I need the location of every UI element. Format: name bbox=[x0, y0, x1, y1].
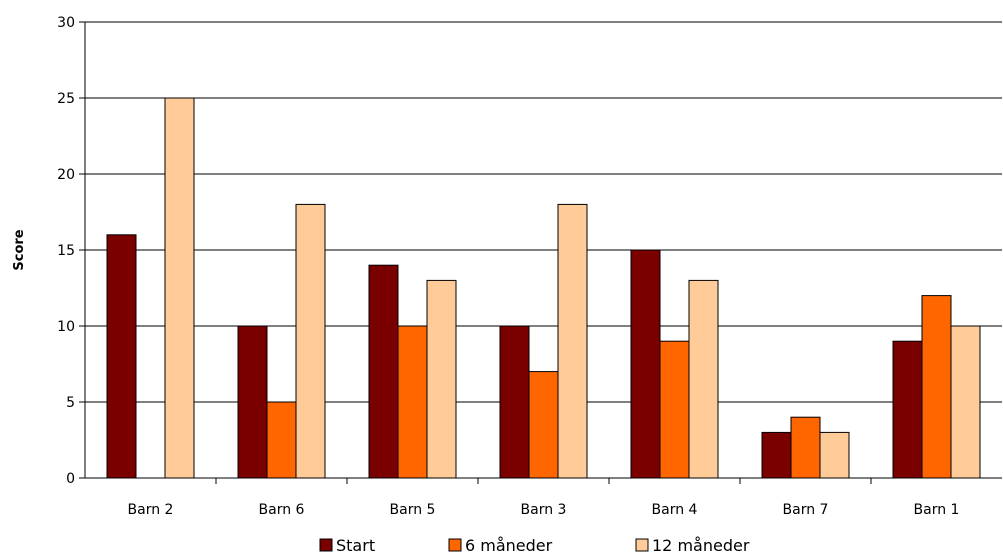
legend-label: 12 måneder bbox=[652, 536, 750, 554]
bars bbox=[106, 97, 981, 479]
bar-barn-4-series-1 bbox=[659, 340, 690, 479]
bar-barn-3-series-1 bbox=[528, 371, 559, 479]
bar-barn-1-series-1 bbox=[921, 295, 952, 479]
x-tick-label: Barn 5 bbox=[390, 502, 436, 518]
x-tick-label: Barn 7 bbox=[783, 502, 829, 518]
x-tick-label: Barn 4 bbox=[652, 502, 698, 518]
y-tick-labels: 0 5 10 15 20 25 30 bbox=[57, 15, 75, 487]
bar-barn-4-series-0 bbox=[630, 249, 661, 479]
x-tick-label: Barn 6 bbox=[259, 502, 305, 518]
bar-barn-5-series-0 bbox=[368, 264, 399, 479]
y-tick-label: 0 bbox=[66, 471, 75, 487]
bar-barn-3-series-2 bbox=[557, 203, 588, 479]
x-tick-label: Barn 2 bbox=[128, 502, 174, 518]
legend-swatch bbox=[635, 538, 649, 552]
bar-barn-7-series-2 bbox=[819, 431, 850, 479]
bar-barn-7-series-0 bbox=[761, 431, 792, 479]
bar-barn-2-series-2 bbox=[164, 97, 195, 479]
legend-label: 6 måneder bbox=[465, 536, 553, 554]
y-tick-label: 30 bbox=[57, 15, 75, 31]
bar-barn-4-series-2 bbox=[688, 279, 719, 479]
x-tick-labels: Barn 2 Barn 6 Barn 5 Barn 3 Barn 4 Barn 7 Barn… bbox=[128, 478, 960, 518]
bar-barn-5-series-1 bbox=[397, 325, 428, 479]
y-tick-label: 15 bbox=[57, 243, 75, 259]
axes bbox=[84, 22, 1002, 479]
y-axis-label: Score bbox=[12, 229, 27, 270]
legend-swatch bbox=[448, 538, 462, 552]
bar-barn-2-series-0 bbox=[106, 234, 137, 479]
bar-barn-5-series-2 bbox=[426, 279, 457, 479]
x-tick-label: Barn 3 bbox=[521, 502, 567, 518]
bar-barn-6-series-2 bbox=[295, 203, 326, 479]
bar-barn-1-series-0 bbox=[892, 340, 923, 479]
bar-barn-7-series-1 bbox=[790, 416, 821, 479]
bar-barn-1-series-2 bbox=[950, 325, 981, 479]
bar-barn-6-series-1 bbox=[266, 401, 297, 479]
legend: Start 6 måneder 12 måneder bbox=[319, 536, 750, 554]
y-tick-label: 10 bbox=[57, 319, 75, 335]
bar-barn-6-series-0 bbox=[237, 325, 268, 479]
x-tick-label: Barn 1 bbox=[914, 502, 960, 518]
legend-swatch bbox=[319, 538, 333, 552]
y-tick-label: 5 bbox=[66, 395, 75, 411]
legend-label: Start bbox=[336, 536, 375, 554]
y-tick-label: 20 bbox=[57, 167, 75, 183]
y-tick-label: 25 bbox=[57, 91, 75, 107]
bar-barn-3-series-0 bbox=[499, 325, 530, 479]
